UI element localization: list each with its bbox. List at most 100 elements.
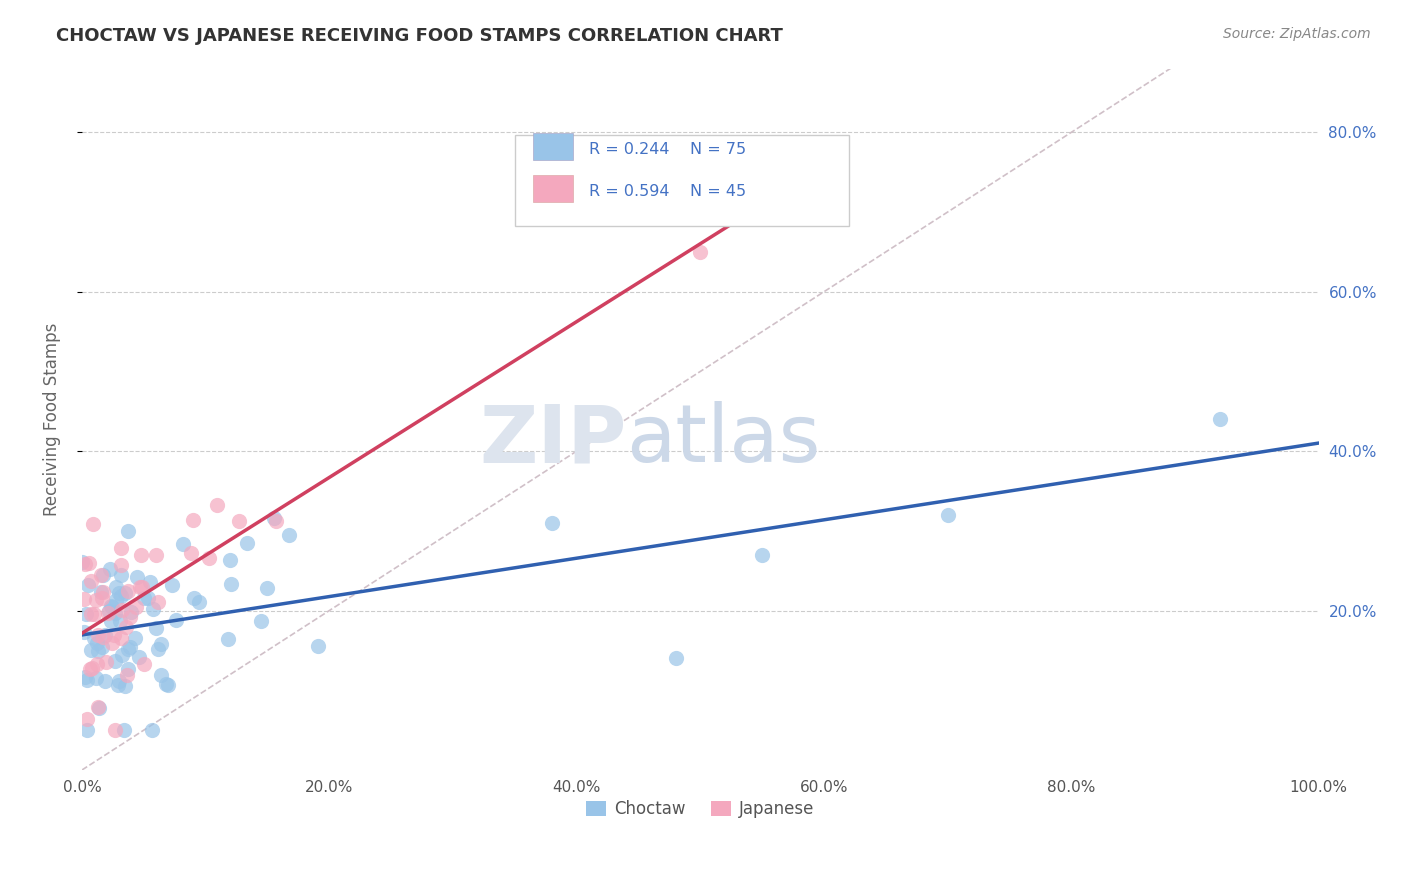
Point xyxy=(108,674,131,689)
Point xyxy=(217,632,239,646)
Legend: Choctaw, Japanese: Choctaw, Japanese xyxy=(579,794,821,825)
Point xyxy=(145,622,167,636)
Point xyxy=(91,584,114,599)
Point xyxy=(108,615,131,629)
Point xyxy=(90,585,112,599)
Text: R = 0.594    N = 45: R = 0.594 N = 45 xyxy=(589,184,747,199)
Point xyxy=(101,636,124,650)
Point xyxy=(108,586,131,600)
Point xyxy=(665,651,688,665)
Point xyxy=(70,555,93,569)
Point xyxy=(149,637,172,651)
Point xyxy=(146,595,169,609)
Point xyxy=(128,580,150,594)
Point xyxy=(110,558,132,572)
Point xyxy=(84,593,107,607)
Point xyxy=(97,606,120,620)
Point xyxy=(100,599,122,613)
Point xyxy=(142,601,165,615)
Point xyxy=(87,700,110,714)
Point xyxy=(112,723,135,738)
Point xyxy=(278,527,301,541)
Point xyxy=(73,557,96,571)
Point xyxy=(117,662,139,676)
Point xyxy=(100,599,122,614)
Point xyxy=(104,654,127,668)
Point xyxy=(111,603,134,617)
Point xyxy=(162,578,184,592)
Point xyxy=(236,536,259,550)
Point xyxy=(84,671,107,685)
Point xyxy=(256,581,278,595)
Point xyxy=(82,516,104,531)
Point xyxy=(110,589,132,603)
Point xyxy=(124,632,146,646)
Point xyxy=(136,591,159,605)
Point xyxy=(94,627,117,641)
Point xyxy=(75,670,97,684)
Point xyxy=(219,577,242,591)
Point xyxy=(148,642,170,657)
Point xyxy=(114,679,136,693)
Point xyxy=(118,640,141,654)
Point xyxy=(76,673,98,687)
Point xyxy=(129,548,152,562)
Point xyxy=(80,661,103,675)
Point xyxy=(156,678,179,692)
Point xyxy=(131,580,153,594)
Point xyxy=(127,570,149,584)
Point xyxy=(114,585,136,599)
Point xyxy=(183,591,205,606)
Point xyxy=(1209,412,1232,426)
Text: atlas: atlas xyxy=(626,401,821,479)
Point xyxy=(751,548,773,562)
Point xyxy=(264,514,287,528)
Point xyxy=(83,631,105,645)
Point xyxy=(91,630,114,644)
Point xyxy=(87,700,110,714)
Point xyxy=(155,677,177,691)
Point xyxy=(86,636,108,650)
Point xyxy=(114,620,136,634)
Text: ZIP: ZIP xyxy=(479,401,626,479)
Y-axis label: Receiving Food Stamps: Receiving Food Stamps xyxy=(44,323,60,516)
Point xyxy=(219,553,242,567)
Point xyxy=(87,644,110,658)
Point xyxy=(128,649,150,664)
Point xyxy=(125,600,148,615)
Point xyxy=(98,562,121,576)
Point xyxy=(111,648,134,662)
Point xyxy=(77,556,100,570)
Point xyxy=(117,668,139,682)
Point xyxy=(79,662,101,676)
Point xyxy=(83,607,105,621)
Point xyxy=(76,712,98,726)
Point xyxy=(120,606,142,620)
Point xyxy=(97,604,120,618)
Point xyxy=(134,591,156,605)
Point xyxy=(77,577,100,591)
Point xyxy=(250,615,273,629)
Point xyxy=(307,640,329,654)
Point xyxy=(90,591,112,605)
Point xyxy=(86,657,108,671)
Text: R = 0.244    N = 75: R = 0.244 N = 75 xyxy=(589,142,747,157)
Point xyxy=(139,575,162,590)
FancyBboxPatch shape xyxy=(515,136,849,227)
Point xyxy=(263,511,285,525)
Point xyxy=(104,606,127,620)
Point xyxy=(110,541,132,556)
Point xyxy=(94,656,117,670)
Point xyxy=(120,609,142,624)
Point xyxy=(90,567,112,582)
Point xyxy=(75,607,97,621)
Point xyxy=(180,546,202,560)
Point xyxy=(103,628,125,642)
Point xyxy=(91,567,114,582)
Point xyxy=(541,516,564,530)
Point xyxy=(165,613,187,627)
Point xyxy=(80,574,103,588)
Text: CHOCTAW VS JAPANESE RECEIVING FOOD STAMPS CORRELATION CHART: CHOCTAW VS JAPANESE RECEIVING FOOD STAMP… xyxy=(56,27,783,45)
Point xyxy=(150,667,173,681)
Point xyxy=(141,723,163,738)
